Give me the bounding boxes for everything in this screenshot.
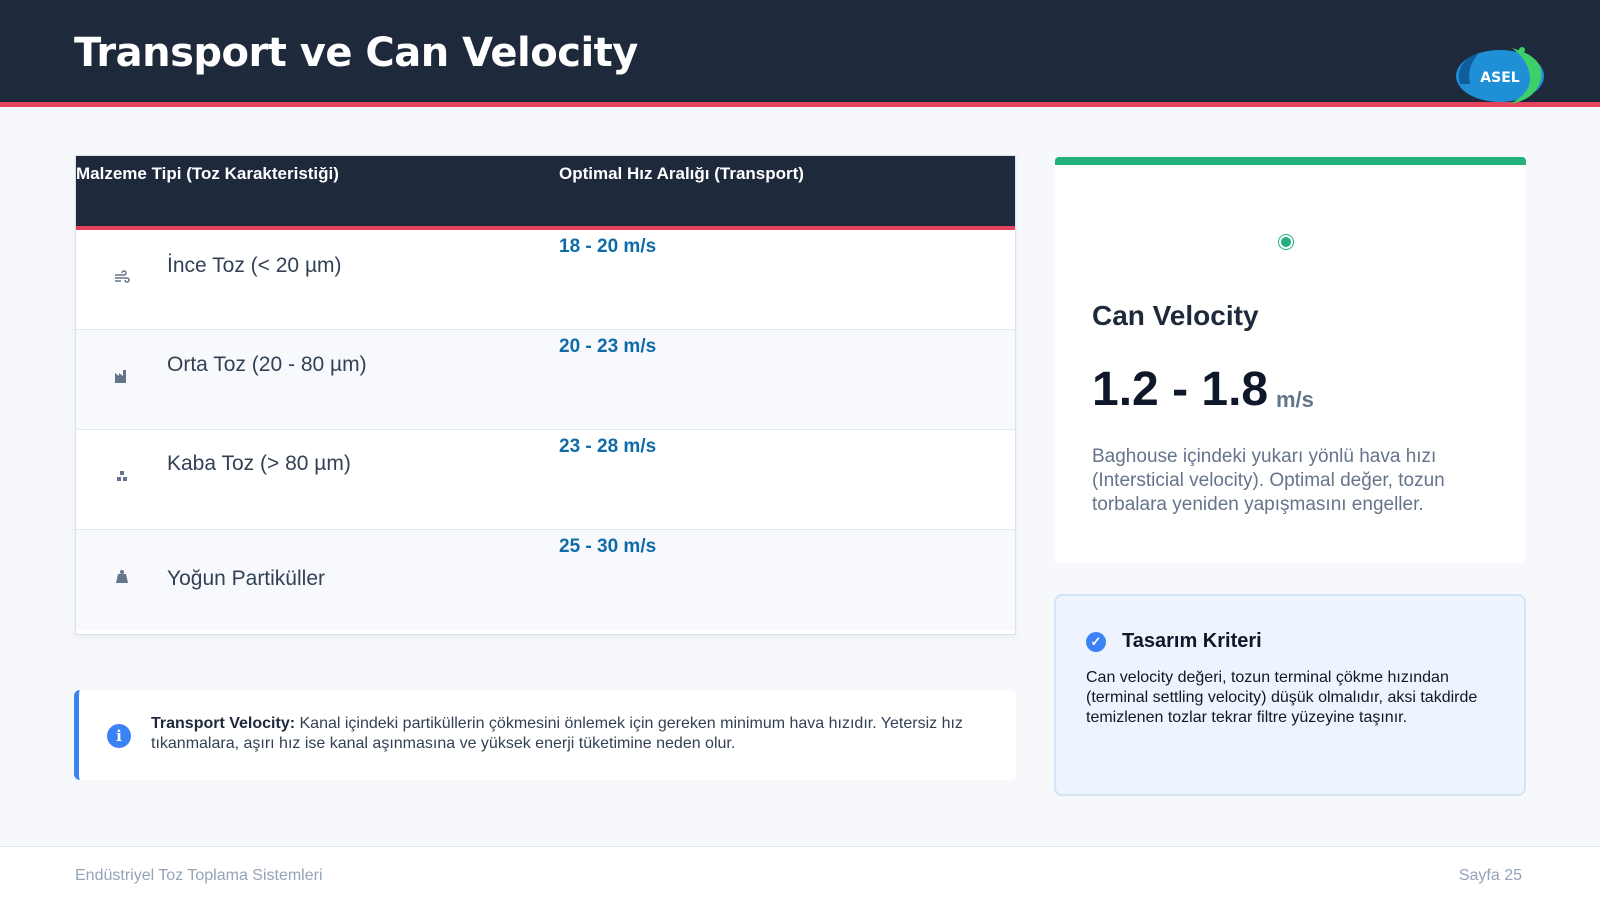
material-label: Orta Toz (20 - 80 µm) bbox=[167, 353, 367, 376]
material-label: Yoğun Partiküller bbox=[167, 567, 325, 590]
weight-icon bbox=[112, 568, 132, 588]
design-criteria-box: ✓ Tasarım Kriteri Can velocity değeri, t… bbox=[1054, 594, 1526, 796]
column-header-velocity: Optimal Hız Aralığı (Transport) bbox=[559, 164, 804, 183]
criteria-text: Can velocity değeri, tozun terminal çökm… bbox=[1086, 669, 1478, 726]
can-velocity-unit: m/s bbox=[1276, 387, 1314, 412]
table-row: Yoğun Partiküller 25 - 30 m/s bbox=[76, 530, 1015, 630]
table-row: İnce Toz (< 20 µm) 18 - 20 m/s bbox=[76, 230, 1015, 330]
table-row: Kaba Toz (> 80 µm) 23 - 28 m/s bbox=[76, 430, 1015, 530]
check-circle-icon: ✓ bbox=[1086, 632, 1106, 652]
velocity-range: 20 - 23 m/s bbox=[559, 336, 657, 357]
asel-logo: ASEL bbox=[1456, 47, 1544, 104]
footer-title: Endüstriyel Toz Toplama Sistemleri bbox=[75, 867, 323, 884]
velocity-range: 25 - 30 m/s bbox=[559, 536, 657, 557]
column-header-material: Malzeme Tipi (Toz Karakteristiği) bbox=[76, 164, 339, 183]
header: Transport ve Can Velocity ASEL bbox=[0, 0, 1600, 107]
note-text: Transport Velocity: Kanal içindeki parti… bbox=[151, 714, 1001, 754]
logo-text: ASEL bbox=[1480, 70, 1519, 86]
transport-velocity-table: Malzeme Tipi (Toz Karakteristiği) Optima… bbox=[75, 155, 1016, 635]
transport-velocity-note: i Transport Velocity: Kanal içindeki par… bbox=[74, 690, 1016, 780]
note-label: Transport Velocity: bbox=[151, 715, 296, 732]
info-icon: i bbox=[107, 724, 131, 748]
note-body: Kanal içindeki partiküllerin çökmesini ö… bbox=[151, 715, 963, 752]
velocity-range: 23 - 28 m/s bbox=[559, 436, 657, 457]
can-velocity-description: Baghouse içindeki yukarı yönlü hava hızı… bbox=[1092, 446, 1445, 515]
criteria-title: Tasarım Kriteri bbox=[1122, 630, 1262, 652]
page-number: Sayfa 25 bbox=[1458, 867, 1522, 884]
table-header: Malzeme Tipi (Toz Karakteristiği) Optima… bbox=[76, 156, 1015, 230]
industry-icon bbox=[112, 368, 132, 388]
cubes-icon bbox=[112, 468, 132, 488]
footer: Endüstriyel Toz Toplama Sistemleri Sayfa… bbox=[0, 846, 1600, 901]
status-dot-icon bbox=[1279, 235, 1293, 249]
table-row: Orta Toz (20 - 80 µm) 20 - 23 m/s bbox=[76, 330, 1015, 430]
material-label: Kaba Toz (> 80 µm) bbox=[167, 452, 351, 475]
page-title: Transport ve Can Velocity bbox=[74, 30, 638, 76]
velocity-range: 18 - 20 m/s bbox=[559, 236, 657, 257]
wind-icon bbox=[112, 270, 132, 290]
can-velocity-value: 1.2 - 1.8 bbox=[1092, 363, 1269, 416]
can-velocity-card: Can Velocity 1.2 - 1.8 m/s Baghouse için… bbox=[1055, 157, 1526, 563]
material-label: İnce Toz (< 20 µm) bbox=[167, 254, 342, 277]
can-velocity-title: Can Velocity bbox=[1092, 300, 1259, 331]
